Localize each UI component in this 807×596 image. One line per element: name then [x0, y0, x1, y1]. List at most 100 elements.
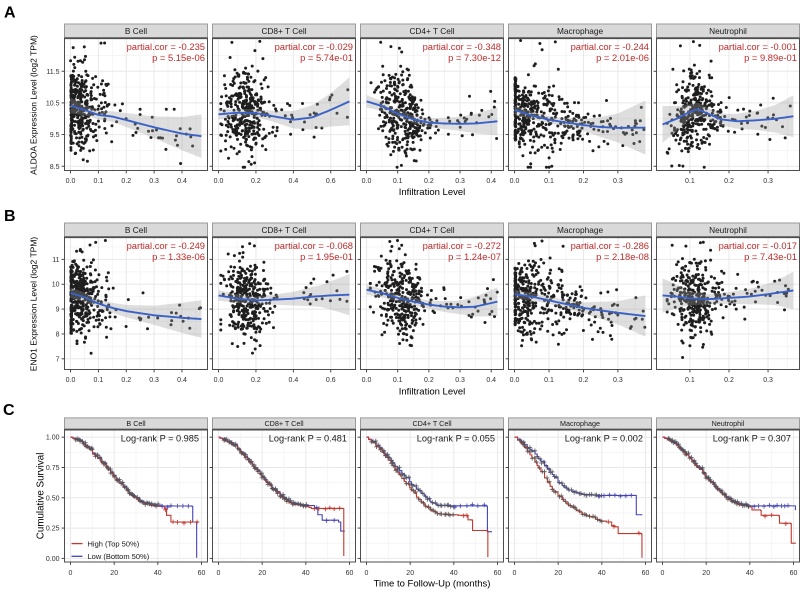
svg-text:11.5: 11.5: [46, 69, 59, 76]
svg-text:0.6: 0.6: [326, 377, 336, 384]
svg-text:0.2: 0.2: [121, 377, 131, 384]
svg-text:CD8+ T Cell: CD8+ T Cell: [264, 419, 303, 428]
svg-text:p = 1.95e-01: p = 1.95e-01: [300, 251, 353, 262]
svg-text:Log-rank P = 0.481: Log-rank P = 0.481: [269, 434, 347, 444]
svg-text:Infiltration Level: Infiltration Level: [399, 187, 466, 198]
svg-text:40: 40: [154, 570, 162, 577]
svg-text:60: 60: [494, 570, 502, 577]
svg-text:CD4+ T Cell: CD4+ T Cell: [409, 225, 454, 235]
svg-text:0.3: 0.3: [763, 377, 773, 384]
svg-text:0.3: 0.3: [763, 178, 773, 185]
svg-text:0.3: 0.3: [455, 377, 465, 384]
svg-text:Macrophage: Macrophage: [557, 225, 604, 235]
svg-text:0.3: 0.3: [149, 178, 159, 185]
svg-text:60: 60: [198, 570, 206, 577]
svg-text:CD4+ T Cell: CD4+ T Cell: [409, 26, 454, 36]
svg-text:0.1: 0.1: [94, 377, 104, 384]
svg-text:p = 5.74e-01: p = 5.74e-01: [300, 52, 353, 63]
svg-text:Neutrophil: Neutrophil: [709, 26, 747, 36]
svg-text:10: 10: [52, 282, 60, 289]
svg-text:7: 7: [56, 356, 60, 363]
svg-text:0.3: 0.3: [149, 377, 159, 384]
svg-text:0.2: 0.2: [579, 178, 589, 185]
svg-text:partial.cor = -0.272: partial.cor = -0.272: [423, 240, 501, 251]
svg-text:partial.cor = -0.017: partial.cor = -0.017: [719, 240, 797, 251]
svg-text:0.2: 0.2: [121, 178, 131, 185]
svg-text:0.2: 0.2: [251, 377, 261, 384]
svg-text:partial.cor = -0.068: partial.cor = -0.068: [275, 240, 353, 251]
svg-text:0: 0: [365, 570, 369, 577]
svg-text:partial.cor = -0.001: partial.cor = -0.001: [719, 41, 797, 52]
svg-text:0.4: 0.4: [486, 178, 496, 185]
svg-text:0.4: 0.4: [177, 377, 187, 384]
svg-text:0.1: 0.1: [685, 377, 695, 384]
svg-text:partial.cor = -0.244: partial.cor = -0.244: [571, 41, 649, 52]
svg-text:8.5: 8.5: [50, 164, 60, 171]
svg-text:CD8+ T Cell: CD8+ T Cell: [261, 225, 306, 235]
svg-text:p = 1.24e-07: p = 1.24e-07: [448, 251, 501, 262]
svg-text:0.0: 0.0: [510, 377, 520, 384]
svg-text:Macrophage: Macrophage: [557, 26, 604, 36]
svg-text:0.4: 0.4: [486, 377, 496, 384]
svg-text:0.2: 0.2: [579, 377, 589, 384]
svg-text:0.0: 0.0: [66, 178, 76, 185]
svg-text:CD4+ T Cell: CD4+ T Cell: [412, 419, 451, 428]
svg-text:0.1: 0.1: [685, 178, 695, 185]
svg-text:ALDOA Expression Level (log2 T: ALDOA Expression Level (log2 TPM): [28, 35, 38, 175]
svg-text:p = 1.33e-06: p = 1.33e-06: [152, 251, 205, 262]
svg-text:8: 8: [56, 332, 60, 339]
svg-text:B: B: [4, 208, 16, 225]
svg-text:Log-rank P = 0.985: Log-rank P = 0.985: [121, 434, 199, 444]
svg-text:0.3: 0.3: [455, 178, 465, 185]
svg-text:0.75: 0.75: [46, 465, 60, 472]
svg-text:B Cell: B Cell: [126, 419, 146, 428]
svg-text:A: A: [4, 5, 16, 22]
svg-text:0.6: 0.6: [326, 178, 336, 185]
svg-text:partial.cor = -0.029: partial.cor = -0.029: [275, 41, 353, 52]
svg-text:0.50: 0.50: [46, 495, 60, 502]
svg-text:0.00: 0.00: [46, 556, 60, 563]
svg-text:p = 2.18e-08: p = 2.18e-08: [596, 251, 649, 262]
svg-text:C: C: [3, 402, 15, 419]
svg-text:B Cell: B Cell: [125, 26, 147, 36]
svg-text:p = 5.15e-06: p = 5.15e-06: [152, 52, 205, 63]
svg-text:partial.cor = -0.286: partial.cor = -0.286: [571, 240, 649, 251]
svg-text:0.4: 0.4: [289, 178, 299, 185]
svg-text:0.0: 0.0: [214, 178, 224, 185]
svg-text:0.0: 0.0: [362, 178, 372, 185]
svg-text:0.0: 0.0: [66, 377, 76, 384]
svg-text:0.2: 0.2: [724, 178, 734, 185]
svg-text:40: 40: [302, 570, 310, 577]
svg-text:partial.cor = -0.348: partial.cor = -0.348: [423, 41, 501, 52]
svg-text:partial.cor = -0.235: partial.cor = -0.235: [127, 41, 205, 52]
svg-text:0.3: 0.3: [613, 377, 623, 384]
svg-text:0.4: 0.4: [177, 178, 187, 185]
svg-text:p = 9.89e-01: p = 9.89e-01: [744, 52, 797, 63]
svg-text:p = 7.30e-12: p = 7.30e-12: [448, 52, 501, 63]
svg-text:Neutrophil: Neutrophil: [709, 225, 747, 235]
svg-text:10.5: 10.5: [46, 100, 60, 107]
svg-text:0: 0: [69, 570, 73, 577]
svg-text:B Cell: B Cell: [125, 225, 147, 235]
svg-text:Infiltration Level: Infiltration Level: [399, 387, 466, 398]
svg-text:9: 9: [56, 307, 60, 314]
svg-text:0.0: 0.0: [510, 178, 520, 185]
svg-text:0.1: 0.1: [544, 377, 554, 384]
svg-text:0.1: 0.1: [393, 178, 403, 185]
svg-text:p = 2.01e-06: p = 2.01e-06: [596, 52, 649, 63]
svg-text:0.1: 0.1: [544, 178, 554, 185]
svg-text:0.3: 0.3: [613, 178, 623, 185]
svg-text:partial.cor = -0.249: partial.cor = -0.249: [127, 240, 205, 251]
svg-text:0.2: 0.2: [724, 377, 734, 384]
svg-text:Macrophage: Macrophage: [560, 419, 600, 428]
svg-text:11: 11: [52, 257, 59, 264]
svg-text:0.1: 0.1: [393, 377, 403, 384]
svg-text:1.00: 1.00: [46, 435, 60, 442]
svg-text:Log-rank P = 0.055: Log-rank P = 0.055: [417, 434, 495, 444]
svg-text:9.5: 9.5: [50, 132, 60, 139]
svg-text:20: 20: [406, 570, 414, 577]
svg-text:40: 40: [450, 570, 458, 577]
svg-text:p = 7.43e-01: p = 7.43e-01: [744, 251, 797, 262]
svg-text:0.25: 0.25: [46, 526, 60, 533]
svg-text:0.2: 0.2: [424, 377, 434, 384]
